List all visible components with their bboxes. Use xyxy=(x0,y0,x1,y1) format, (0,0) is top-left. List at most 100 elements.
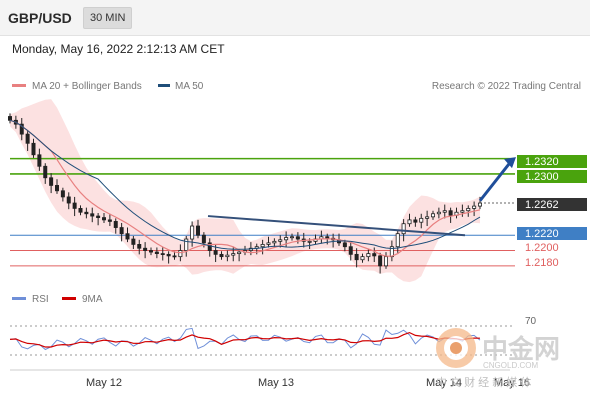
candle-body xyxy=(195,225,200,236)
candle-body xyxy=(325,236,330,239)
candle-body xyxy=(219,253,224,258)
level-label-1-2320: 1.2320 xyxy=(517,155,587,168)
candle-body xyxy=(295,236,300,240)
rsi-ma-line xyxy=(9,331,481,348)
candle-body xyxy=(201,234,206,244)
candle-body xyxy=(395,233,400,248)
candle-body xyxy=(84,211,89,215)
candle-body xyxy=(72,202,77,209)
x-label-may16: May 16 xyxy=(494,377,530,389)
rsi-level-70: 70 xyxy=(525,316,537,327)
level-label-1-2300: 1.2300 xyxy=(517,170,587,183)
candle-body xyxy=(102,217,107,221)
trend-line xyxy=(207,215,466,237)
watermark-tagline: 中 文 财 经 新 媒 体 xyxy=(436,375,531,389)
x-label-may13: May 13 xyxy=(258,377,294,389)
watermark-text: 中金网 xyxy=(482,334,560,364)
candle-body xyxy=(55,185,60,192)
watermark-logo xyxy=(436,328,476,368)
ma20-legend-label: MA 20 + Bollinger Bands xyxy=(32,81,142,92)
candle-body xyxy=(272,240,277,244)
x-label-may12: May 12 xyxy=(86,377,122,389)
level-text-1-2262: 1.2262 xyxy=(525,199,559,211)
candle-body xyxy=(266,242,271,245)
candle-body xyxy=(166,253,171,257)
candle-body xyxy=(425,216,430,219)
candle-body xyxy=(472,205,477,209)
candle-body xyxy=(342,242,347,248)
candle-body xyxy=(96,215,101,218)
candle-body xyxy=(430,213,435,218)
candle-body xyxy=(354,253,359,261)
candle-body xyxy=(172,255,177,258)
candle-body xyxy=(78,208,83,213)
main-plot xyxy=(7,99,516,283)
candle-body xyxy=(360,256,365,261)
level-text-1-2220: 1.2220 xyxy=(525,228,559,240)
candle-body xyxy=(401,223,406,235)
level-text-1-2300: 1.2300 xyxy=(525,171,559,183)
level-text-1-2320: 1.2320 xyxy=(525,156,559,168)
candle-body xyxy=(307,240,312,243)
level-text-1-2180: 1.2180 xyxy=(525,257,559,269)
candle-body xyxy=(225,254,230,258)
candle-body xyxy=(107,219,112,222)
candle-body xyxy=(466,208,471,212)
candle-body xyxy=(413,219,418,223)
x-label-may14: May 14 xyxy=(426,377,462,389)
candle-body xyxy=(436,211,441,215)
candle-body xyxy=(372,253,377,257)
ma50-legend-label: MA 50 xyxy=(175,81,204,92)
header-bar: GBP/USD 30 MIN xyxy=(0,0,590,36)
ma20-line xyxy=(9,119,481,257)
candle-body xyxy=(178,250,183,258)
ma50-line xyxy=(9,119,481,250)
forecast-arrow-head xyxy=(504,157,516,169)
candle-body xyxy=(237,251,242,254)
candle-body xyxy=(125,233,130,240)
rsi-legend-swatch xyxy=(12,297,26,300)
ma20-legend-swatch xyxy=(12,84,26,87)
candle-body xyxy=(284,237,289,241)
candle-body xyxy=(154,251,159,254)
copyright-label: Research © 2022 Trading Central xyxy=(432,81,581,92)
rsi-line xyxy=(9,327,481,351)
candle-body xyxy=(31,142,36,156)
candle-body xyxy=(25,133,30,144)
candle-body xyxy=(289,236,294,239)
candle-body xyxy=(348,246,353,255)
timestamp: Monday, May 16, 2022 2:12:13 AM CET xyxy=(12,42,225,56)
candle-body xyxy=(378,255,383,267)
candle-body xyxy=(137,244,142,249)
candle-body xyxy=(119,227,124,235)
candle-body xyxy=(43,165,48,179)
rsi-legend-label: RSI xyxy=(32,294,49,305)
rsi-ma-legend-label: 9MA xyxy=(82,294,103,305)
candle-body xyxy=(366,253,371,258)
candle-body xyxy=(184,238,189,251)
candle-body xyxy=(207,242,212,251)
candle-body xyxy=(49,177,54,186)
watermark-sub: CNGOLD.COM xyxy=(483,361,538,370)
candle-body xyxy=(190,225,195,240)
forecast-arrow-shaft xyxy=(478,159,514,202)
candle-body xyxy=(419,217,424,223)
currency-pair-title: GBP/USD xyxy=(8,10,72,26)
rsi-plot xyxy=(9,325,515,356)
candle-body xyxy=(260,244,265,248)
candle-body xyxy=(442,210,447,213)
candle-body xyxy=(278,239,283,242)
timeframe-badge[interactable]: 30 MIN xyxy=(83,7,133,29)
candle-body xyxy=(90,213,95,217)
candle-body xyxy=(143,247,148,251)
candle-body xyxy=(477,202,482,207)
rsi-ma-legend-swatch xyxy=(62,297,76,300)
candle-body xyxy=(231,253,236,256)
level-label-1-2220: 1.2220 xyxy=(517,227,587,240)
candle-body xyxy=(460,210,465,213)
candle-body xyxy=(407,219,412,225)
candle-body xyxy=(131,238,136,245)
candle-body xyxy=(7,116,12,121)
